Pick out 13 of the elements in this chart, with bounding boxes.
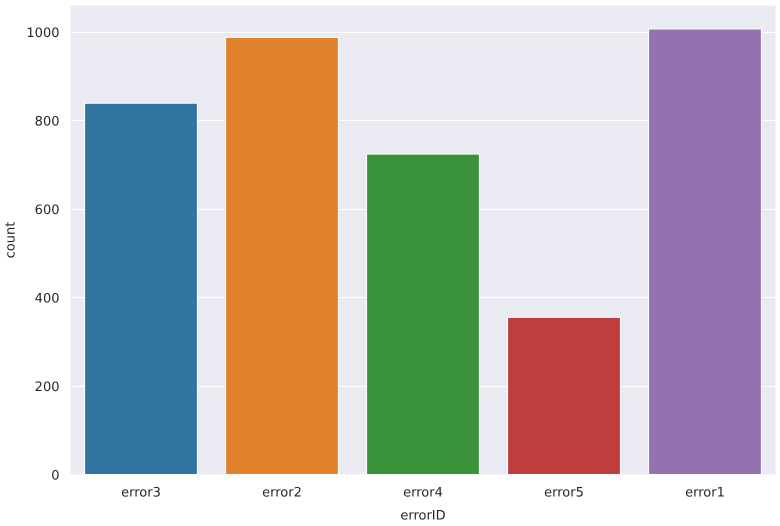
x-axis-title: errorID bbox=[400, 508, 446, 524]
y-tick-label: 600 bbox=[34, 203, 60, 218]
y-tick-label: 0 bbox=[51, 468, 60, 484]
y-axis-title: count bbox=[3, 222, 18, 258]
y-tick-label: 200 bbox=[34, 380, 60, 396]
x-tick-label: error3 bbox=[121, 486, 161, 500]
x-tick-label: error2 bbox=[262, 486, 302, 500]
x-tick-label: error5 bbox=[544, 486, 584, 500]
x-tick-label: error1 bbox=[685, 486, 725, 500]
y-tick-label: 1000 bbox=[26, 26, 60, 42]
x-tick-label: error4 bbox=[403, 486, 443, 500]
y-tick-label: 800 bbox=[34, 114, 60, 130]
y-tick-label: 400 bbox=[34, 292, 60, 307]
